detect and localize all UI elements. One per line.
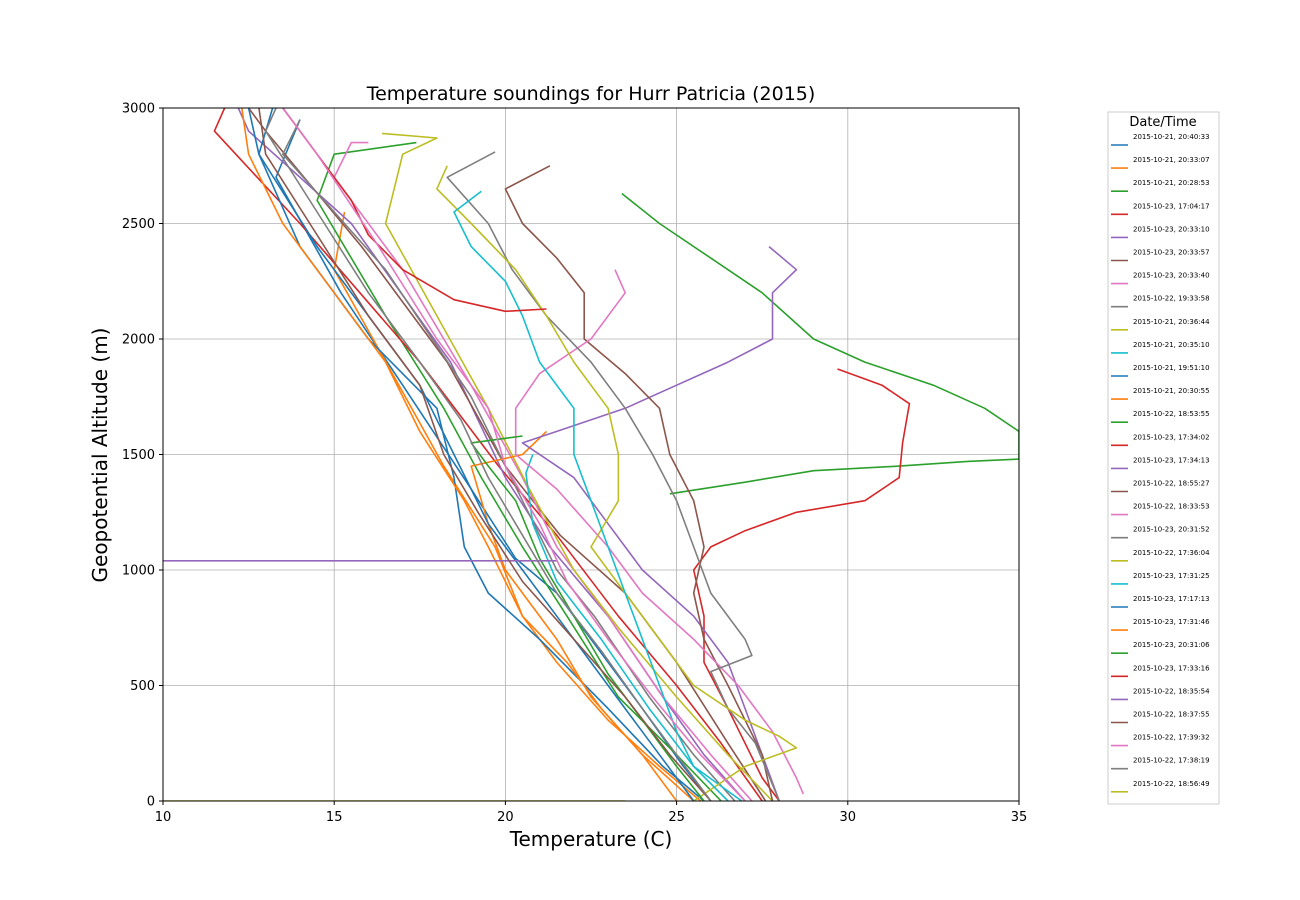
legend-entry-label: 2015-10-22, 17:38:19: [1133, 757, 1210, 765]
legend-entry-label: 2015-10-21, 20:35:10: [1133, 341, 1210, 349]
x-tick-label: 20: [497, 810, 514, 825]
series-line-3: [316, 141, 722, 801]
series-line-19: [436, 165, 798, 801]
legend-entry-label: 2015-10-23, 20:31:52: [1133, 526, 1210, 534]
legend-entry-label: 2015-10-22, 17:36:04: [1133, 549, 1210, 557]
y-tick-label: 1000: [122, 564, 155, 579]
legend-entry-label: 2015-10-22, 18:55:27: [1133, 480, 1210, 488]
legend-entry-label: 2015-10-22, 18:53:55: [1133, 410, 1210, 418]
series-line-8: [282, 119, 736, 801]
legend-title: Date/Time: [1129, 115, 1196, 130]
legend-entry-label: 2015-10-23, 20:33:10: [1133, 225, 1210, 233]
legend-entry-label: 2015-10-23, 20:33:40: [1133, 272, 1210, 280]
series-line-22: [241, 108, 678, 801]
legend-entry-label: 2015-10-23, 17:31:46: [1133, 618, 1210, 626]
plot-series: [163, 108, 1019, 801]
series-line-7: [333, 141, 753, 801]
legend-box: [1107, 111, 1220, 805]
series-line-14: [692, 368, 911, 801]
y-tick-label: 3000: [122, 102, 155, 117]
legend-entry-label: 2015-10-22, 19:33:58: [1133, 295, 1210, 303]
legend-entry-label: 2015-10-21, 20:40:33: [1133, 133, 1210, 141]
series-line-20: [453, 190, 729, 801]
legend-entry-label: 2015-10-23, 17:34:13: [1133, 456, 1210, 464]
legend-entry-label: 2015-10-22, 18:56:49: [1133, 780, 1210, 788]
series-line-18: [446, 151, 781, 801]
legend-entry-label: 2015-10-23, 17:33:16: [1133, 664, 1210, 672]
series-line-21: [247, 108, 695, 801]
series-line-2: [333, 211, 702, 801]
y-tick-label: 500: [130, 679, 155, 694]
legend-entry-label: 2015-10-21, 20:33:07: [1133, 156, 1210, 164]
y-tick-label: 0: [147, 795, 155, 810]
legend-entry-label: 2015-10-23, 17:04:17: [1133, 202, 1210, 210]
legend-entry-label: 2015-10-22, 18:33:53: [1133, 503, 1210, 511]
series-line-27: [282, 108, 746, 801]
series-line-4: [213, 108, 763, 801]
series-line-17: [514, 269, 805, 795]
x-tick-label: 25: [668, 810, 685, 825]
x-tick-label: 35: [1011, 810, 1028, 825]
x-axis-label: Temperature (C): [509, 827, 673, 851]
series-line-28: [264, 108, 712, 801]
series-line-9: [382, 132, 774, 801]
legend-entry-label: 2015-10-21, 20:28:53: [1133, 179, 1210, 187]
x-tick-label: 30: [840, 810, 857, 825]
y-axis-label: Geopotential Altitude (m): [88, 328, 112, 583]
series-line-23: [470, 435, 705, 801]
y-tick-label: 2000: [122, 333, 155, 348]
series-line-11: [258, 108, 705, 801]
legend-entry-label: 2015-10-21, 20:36:44: [1133, 318, 1210, 326]
series-line-15: [521, 245, 798, 801]
legend: Date/Time 2015-10-21, 20:40:33 2015-10-21…: [1107, 111, 1220, 805]
legend-entry-label: 2015-10-22, 18:35:54: [1133, 687, 1210, 695]
y-tick-label: 2500: [122, 217, 155, 232]
legend-entry-label: 2015-10-23, 20:31:06: [1133, 641, 1210, 649]
x-tick-label: 10: [155, 810, 172, 825]
legend-entry-label: 2015-10-23, 17:17:13: [1133, 595, 1210, 603]
x-tick-label: 15: [326, 810, 343, 825]
legend-entry-label: 2015-10-22, 17:39:32: [1133, 734, 1210, 742]
series-line-13: [621, 192, 1019, 495]
series-line-10: [525, 454, 743, 801]
series-line-26: [258, 108, 712, 801]
chart-title: Temperature soundings for Hurr Patricia …: [366, 83, 816, 105]
legend-entry-label: 2015-10-21, 19:51:10: [1133, 364, 1210, 372]
legend-entry-label: 2015-10-23, 20:33:57: [1133, 249, 1210, 257]
axis-ticks: 10 15 20 25 30 35 0 500 1000 1500 2000 2500 3000: [122, 102, 1027, 826]
legend-entry-label: 2015-10-23, 17:34:02: [1133, 433, 1210, 441]
legend-entry-label: 2015-10-22, 18:37:55: [1133, 711, 1210, 719]
y-tick-label: 1500: [122, 448, 155, 463]
legend-entry-label: 2015-10-23, 17:31:25: [1133, 572, 1210, 580]
legend-entry-label: 2015-10-21, 20:30:55: [1133, 387, 1210, 395]
